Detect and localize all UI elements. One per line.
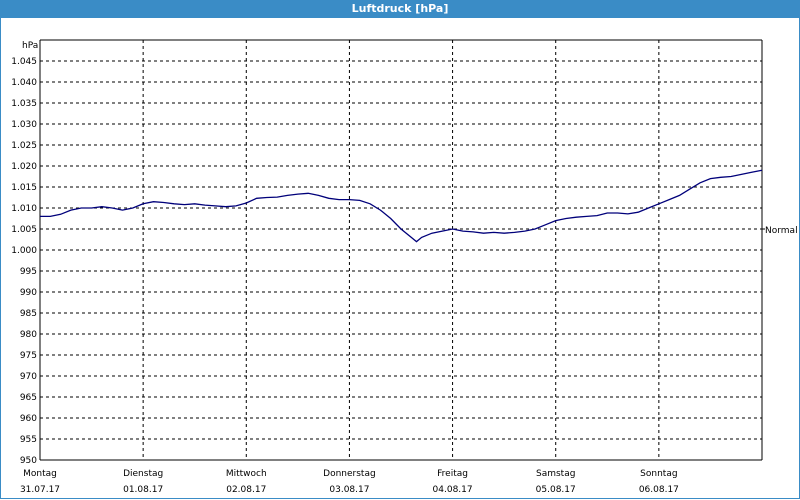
x-tick-day: Mittwoch xyxy=(226,469,267,479)
y-tick-label: 965 xyxy=(20,393,37,403)
y-tick-label: 980 xyxy=(20,330,37,340)
y-tick-label: 1.005 xyxy=(11,225,37,235)
series-layer xyxy=(40,169,763,243)
x-tick-date: 01.08.17 xyxy=(123,485,163,495)
axes xyxy=(39,39,765,461)
x-tick-day: Sonntag xyxy=(640,469,677,479)
y-tick-label: 1.040 xyxy=(11,78,37,88)
pressure-series-line xyxy=(40,169,763,243)
x-tick-date: 31.07.17 xyxy=(20,485,60,495)
y-tick-label: 1.015 xyxy=(11,183,37,193)
y-tick-label: 970 xyxy=(20,372,37,382)
y-tick-label: 960 xyxy=(20,414,37,424)
tick-labels: 1.045 1.040 1.035 1.030 1.025 1.020 1.015 1.010… xyxy=(11,57,797,495)
y-tick-label: 955 xyxy=(20,435,37,445)
grid xyxy=(40,40,762,460)
x-tick-date: 06.08.17 xyxy=(639,485,679,495)
x-tick-day: Freitag xyxy=(437,469,468,479)
y-tick-label: 995 xyxy=(20,267,37,277)
y-tick-label: 1.020 xyxy=(11,162,37,172)
y-tick-label: 985 xyxy=(20,309,37,319)
y-tick-label: 1.025 xyxy=(11,141,37,151)
y-tick-label: 975 xyxy=(20,351,37,361)
x-tick-date: 03.08.17 xyxy=(329,485,369,495)
y-tick-label: 1.000 xyxy=(11,246,37,256)
normal-label: Normal xyxy=(765,226,798,236)
x-tick-date: 05.08.17 xyxy=(536,485,576,495)
y-tick-label: 1.010 xyxy=(11,204,37,214)
y-tick-label: 1.030 xyxy=(11,120,37,130)
x-tick-date: 04.08.17 xyxy=(433,485,473,495)
y-axis-label: hPa xyxy=(22,41,38,51)
x-tick-day: Montag xyxy=(23,469,57,479)
y-tick-label: 950 xyxy=(20,456,37,466)
y-tick-label: 990 xyxy=(20,288,37,298)
x-tick-day: Donnerstag xyxy=(323,469,376,479)
y-tick-label: 1.035 xyxy=(11,99,37,109)
x-tick-day: Dienstag xyxy=(123,469,163,479)
x-tick-day: Samstag xyxy=(536,469,575,479)
y-tick-label: 1.045 xyxy=(11,57,37,67)
chart-title: Luftdruck [hPa] xyxy=(0,0,800,18)
x-tick-date: 02.08.17 xyxy=(226,485,266,495)
